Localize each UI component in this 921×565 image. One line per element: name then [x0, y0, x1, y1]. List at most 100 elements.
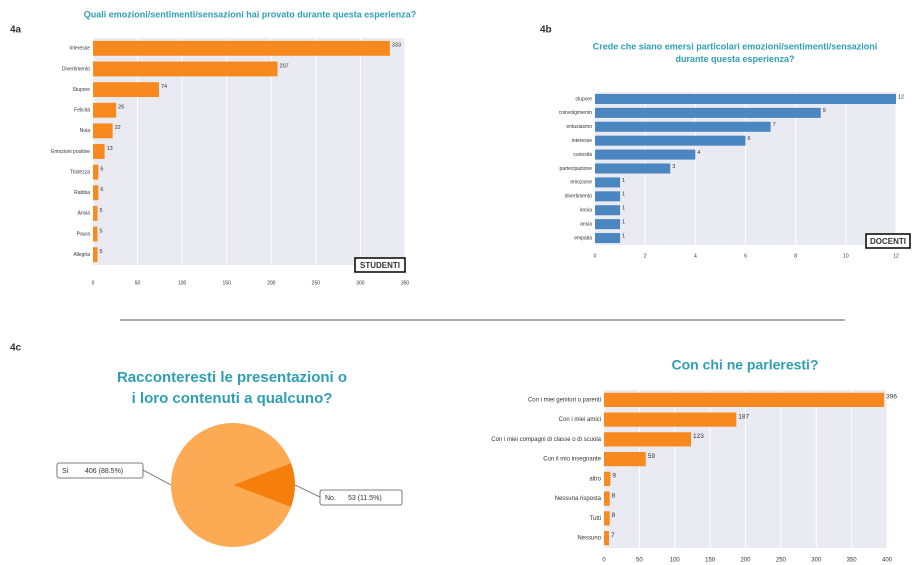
bar: [595, 121, 771, 132]
bar: [93, 185, 99, 201]
leader-line: [142, 469, 172, 486]
bar: [595, 135, 746, 146]
slice-name: No.: [325, 495, 336, 502]
slice-name: Sì: [62, 468, 69, 475]
pie-slice: [170, 422, 291, 547]
bar: [93, 164, 99, 180]
bar: [595, 205, 621, 216]
value-label: 26: [118, 105, 124, 111]
bar: [604, 432, 692, 447]
bar: [595, 219, 621, 230]
x-tick-label: 0: [594, 253, 597, 259]
category-label: Felicità: [74, 108, 90, 114]
bar: [595, 107, 821, 118]
value-label: 3: [672, 164, 675, 170]
value-label: 333: [392, 43, 401, 49]
bar: [595, 93, 896, 104]
x-tick-label: 150: [223, 280, 232, 286]
bar: [595, 149, 696, 160]
value-label: 12: [898, 94, 904, 100]
value-label: 8: [612, 512, 616, 519]
bar: [93, 40, 390, 56]
value-label: 123: [693, 433, 704, 440]
x-tick-label: 2: [644, 253, 647, 259]
category-label: coinvolgimento: [559, 110, 593, 116]
leader-line: [294, 484, 321, 498]
bar: [604, 392, 885, 407]
bar: [93, 123, 113, 139]
slice-value-label: 406 (88.5%): [85, 468, 123, 475]
value-label: 396: [886, 394, 897, 401]
label-box: [56, 462, 144, 479]
x-tick-label: 50: [135, 280, 141, 286]
value-label: 4: [697, 150, 700, 156]
category-label: divertimento: [565, 194, 592, 200]
x-tick-label: 350: [847, 558, 858, 564]
x-tick-label: 6: [744, 253, 747, 259]
category-label: ansia: [580, 221, 592, 227]
value-label: 74: [161, 84, 167, 90]
value-label: 1: [622, 192, 625, 198]
category-label: Interesse: [69, 46, 90, 52]
value-label: 5: [99, 249, 102, 255]
value-label: 6: [100, 187, 103, 193]
bar: [595, 177, 621, 188]
x-tick-label: 4: [694, 253, 697, 259]
x-tick-label: 8: [794, 253, 797, 259]
value-label: 1: [622, 233, 625, 239]
category-label: empatia: [574, 235, 592, 241]
x-tick-label: 200: [740, 558, 751, 564]
x-tick-label: 250: [776, 558, 787, 564]
value-label: 1: [622, 178, 625, 184]
category-label: Allegria: [73, 252, 90, 258]
category-label: Tutti: [590, 516, 601, 522]
x-tick-label: 400: [882, 558, 893, 564]
bar: [93, 61, 278, 77]
x-tick-label: 300: [811, 558, 822, 564]
value-label: 9: [612, 473, 616, 480]
value-label: 7: [611, 532, 615, 539]
category-label: Noia: [80, 128, 91, 134]
x-tick-label: 300: [356, 280, 365, 286]
category-label: Tristezza: [70, 169, 90, 175]
x-tick-label: 0: [92, 280, 95, 286]
bar: [93, 144, 105, 159]
x-tick-label: 200: [267, 280, 276, 286]
category-label: entusiasmo: [566, 124, 592, 130]
label-box: [319, 489, 403, 506]
category-label: Divertimento: [62, 66, 90, 72]
category-label: partecipazione: [559, 166, 592, 172]
bar: [604, 491, 610, 506]
category-label: Nessuna risposta: [555, 496, 602, 502]
value-label: 9: [823, 108, 826, 114]
value-label: 207: [280, 63, 289, 69]
category-label: Nessuno: [577, 536, 601, 542]
category-label: ironia: [580, 208, 592, 214]
chart-title: Con chi ne parleresti?: [671, 357, 818, 373]
value-label: 7: [773, 122, 776, 128]
chart-title: Racconteresti le presentazioni o: [117, 369, 347, 386]
category-label: emozione: [570, 180, 592, 186]
value-label: 6: [748, 136, 751, 142]
bar: [93, 205, 98, 221]
value-label: 22: [115, 125, 121, 131]
x-tick-label: 150: [705, 558, 716, 564]
chart-title: i loro contenuti a qualcuno?: [132, 390, 333, 407]
category-label: Rabbia: [74, 190, 90, 196]
panel-label: 4c: [10, 343, 22, 354]
x-tick-label: 0: [602, 558, 606, 564]
bar: [604, 412, 737, 427]
value-label: 1: [622, 220, 625, 226]
value-label: 5: [99, 208, 102, 214]
category-label: Con il mio insegnante: [543, 457, 601, 463]
category-label: stupore: [575, 96, 592, 102]
bar: [93, 247, 98, 263]
chart-title: durante questa esperienza?: [675, 54, 794, 64]
chart-title: Quali emozioni/sentimenti/sensazioni hai…: [84, 9, 417, 19]
x-tick-label: 250: [312, 280, 321, 286]
bar: [604, 511, 610, 526]
badge-box: [865, 233, 911, 249]
chart-title: Crede che siano emersi particolari emozi…: [593, 41, 878, 51]
value-label: 1: [622, 206, 625, 212]
